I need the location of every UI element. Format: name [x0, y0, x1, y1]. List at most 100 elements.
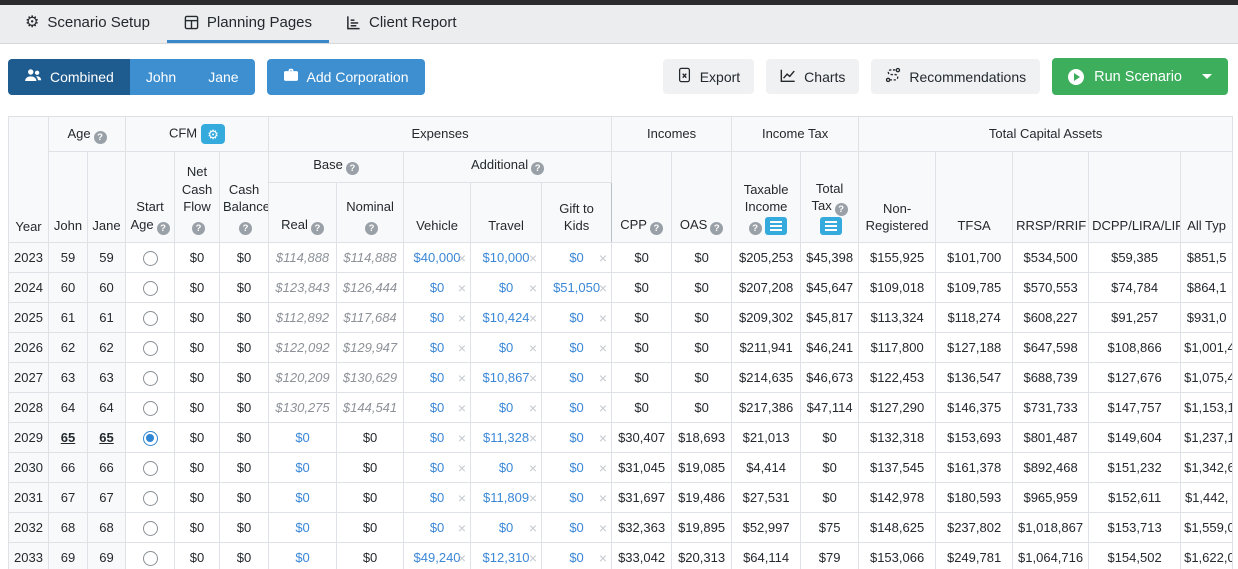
help-icon[interactable]: ?: [310, 222, 324, 235]
start-age-radio[interactable]: [142, 400, 158, 416]
travel-expense-cell-value[interactable]: $10,867: [482, 370, 530, 385]
clear-value-icon[interactable]: ×: [598, 429, 608, 446]
add-corporation-button[interactable]: Add Corporation: [266, 58, 425, 95]
vehicle-expense-cell-value[interactable]: $0: [429, 430, 445, 445]
tab-scenario-setup[interactable]: ⚙ Scenario Setup: [8, 5, 167, 43]
clear-value-icon[interactable]: ×: [457, 399, 467, 416]
clear-value-icon[interactable]: ×: [528, 459, 538, 476]
clear-value-icon[interactable]: ×: [457, 369, 467, 386]
vehicle-expense-cell-value[interactable]: $0: [429, 340, 445, 355]
clear-value-icon[interactable]: ×: [457, 489, 467, 506]
export-button[interactable]: Export: [662, 59, 755, 94]
travel-expense-cell-value[interactable]: $0: [498, 400, 514, 415]
travel-expense-cell-value[interactable]: $11,328: [483, 430, 530, 445]
real-expense-link[interactable]: $0: [295, 430, 310, 445]
clear-value-icon[interactable]: ×: [457, 519, 467, 536]
real-expense-cell[interactable]: $0: [268, 512, 338, 543]
travel-expense-cell-value[interactable]: $11,809: [483, 490, 530, 505]
clear-value-icon[interactable]: ×: [598, 369, 608, 386]
travel-expense-cell-value[interactable]: $10,000: [482, 250, 530, 265]
clear-value-icon[interactable]: ×: [457, 459, 467, 476]
gift-to-kids-expense-cell-value[interactable]: $0: [569, 310, 584, 325]
gift-to-kids-expense-cell-value[interactable]: $0: [569, 490, 584, 505]
gift-to-kids-expense-cell-value[interactable]: $0: [569, 550, 584, 565]
start-age-radio[interactable]: [142, 520, 158, 536]
clear-value-icon[interactable]: ×: [528, 309, 538, 326]
clear-value-icon[interactable]: ×: [457, 309, 467, 326]
clear-value-icon[interactable]: ×: [598, 249, 608, 266]
real-expense-link[interactable]: $0: [295, 550, 310, 565]
clear-value-icon[interactable]: ×: [457, 339, 467, 356]
real-expense-link[interactable]: $0: [295, 490, 310, 505]
clear-value-icon[interactable]: ×: [598, 549, 608, 566]
clear-value-icon[interactable]: ×: [528, 489, 538, 506]
clear-value-icon[interactable]: ×: [598, 459, 608, 476]
travel-expense-cell-value[interactable]: $0: [498, 340, 514, 355]
gift-to-kids-expense-cell-value[interactable]: $0: [569, 430, 584, 445]
clear-value-icon[interactable]: ×: [528, 399, 538, 416]
travel-expense-cell-value[interactable]: $12,310: [482, 550, 530, 565]
clear-value-icon[interactable]: ×: [528, 339, 538, 356]
clear-value-icon[interactable]: ×: [528, 369, 538, 386]
gift-to-kids-expense-cell-value[interactable]: $0: [569, 520, 584, 535]
clear-value-icon[interactable]: ×: [598, 519, 608, 536]
vehicle-expense-cell-value[interactable]: $0: [429, 370, 445, 385]
gift-to-kids-expense-cell-value[interactable]: $51,050: [553, 280, 601, 295]
start-age-radio[interactable]: [142, 460, 158, 476]
tab-planning-pages[interactable]: Planning Pages: [166, 5, 330, 43]
clear-value-icon[interactable]: ×: [598, 399, 608, 416]
start-age-radio[interactable]: [142, 340, 158, 356]
start-age-radio[interactable]: [142, 550, 158, 566]
gift-to-kids-expense-cell-value[interactable]: $0: [569, 370, 584, 385]
taxable-income-detail-button[interactable]: [764, 216, 787, 235]
real-expense-cell[interactable]: $0: [268, 542, 338, 569]
start-age-radio[interactable]: [142, 430, 158, 446]
help-icon[interactable]: ?: [345, 162, 359, 175]
start-age-radio[interactable]: [142, 310, 158, 326]
real-expense-link[interactable]: $0: [295, 460, 310, 475]
clear-value-icon[interactable]: ×: [457, 279, 467, 296]
vehicle-expense-cell-value[interactable]: $0: [429, 460, 445, 475]
start-age-radio[interactable]: [142, 490, 158, 506]
clear-value-icon[interactable]: ×: [457, 249, 467, 266]
help-icon[interactable]: ?: [649, 222, 663, 235]
vehicle-expense-cell-value[interactable]: $0: [429, 280, 445, 295]
jane-toggle-button[interactable]: Jane: [192, 58, 255, 95]
real-expense-cell[interactable]: $0: [268, 452, 338, 483]
run-scenario-button[interactable]: Run Scenario: [1052, 58, 1228, 95]
tab-client-report[interactable]: Client Report: [329, 5, 474, 43]
real-expense-cell[interactable]: $0: [268, 482, 338, 513]
recommendations-button[interactable]: Recommendations: [871, 59, 1041, 94]
help-icon[interactable]: ?: [192, 222, 206, 235]
travel-expense-cell-value[interactable]: $0: [498, 520, 514, 535]
help-icon[interactable]: ?: [748, 222, 762, 235]
clear-value-icon[interactable]: ×: [598, 309, 608, 326]
clear-value-icon[interactable]: ×: [457, 429, 467, 446]
clear-value-icon[interactable]: ×: [528, 549, 538, 566]
combined-toggle-button[interactable]: Combined: [8, 58, 130, 95]
help-icon[interactable]: ?: [834, 203, 848, 217]
vehicle-expense-cell-value[interactable]: $0: [429, 520, 445, 535]
gift-to-kids-expense-cell-value[interactable]: $0: [569, 460, 584, 475]
travel-expense-cell-value[interactable]: $0: [498, 460, 514, 475]
clear-value-icon[interactable]: ×: [457, 549, 467, 566]
clear-value-icon[interactable]: ×: [528, 249, 538, 266]
start-age-radio[interactable]: [142, 370, 158, 386]
clear-value-icon[interactable]: ×: [598, 489, 608, 506]
help-icon[interactable]: ?: [156, 222, 170, 235]
start-age-radio[interactable]: [142, 280, 158, 296]
help-icon[interactable]: ?: [365, 222, 379, 235]
help-icon[interactable]: ?: [710, 222, 724, 235]
clear-value-icon[interactable]: ×: [528, 429, 538, 446]
vehicle-expense-cell-value[interactable]: $0: [429, 400, 445, 415]
help-icon[interactable]: ?: [531, 162, 545, 175]
vehicle-expense-cell-value[interactable]: $0: [429, 490, 445, 505]
charts-button[interactable]: Charts: [766, 59, 860, 94]
real-expense-link[interactable]: $0: [295, 520, 310, 535]
gift-to-kids-expense-cell-value[interactable]: $0: [569, 250, 584, 265]
clear-value-icon[interactable]: ×: [528, 519, 538, 536]
vehicle-expense-cell-value[interactable]: $0: [429, 310, 445, 325]
start-age-radio[interactable]: [142, 250, 158, 266]
clear-value-icon[interactable]: ×: [598, 339, 608, 356]
travel-expense-cell-value[interactable]: $0: [498, 280, 514, 295]
